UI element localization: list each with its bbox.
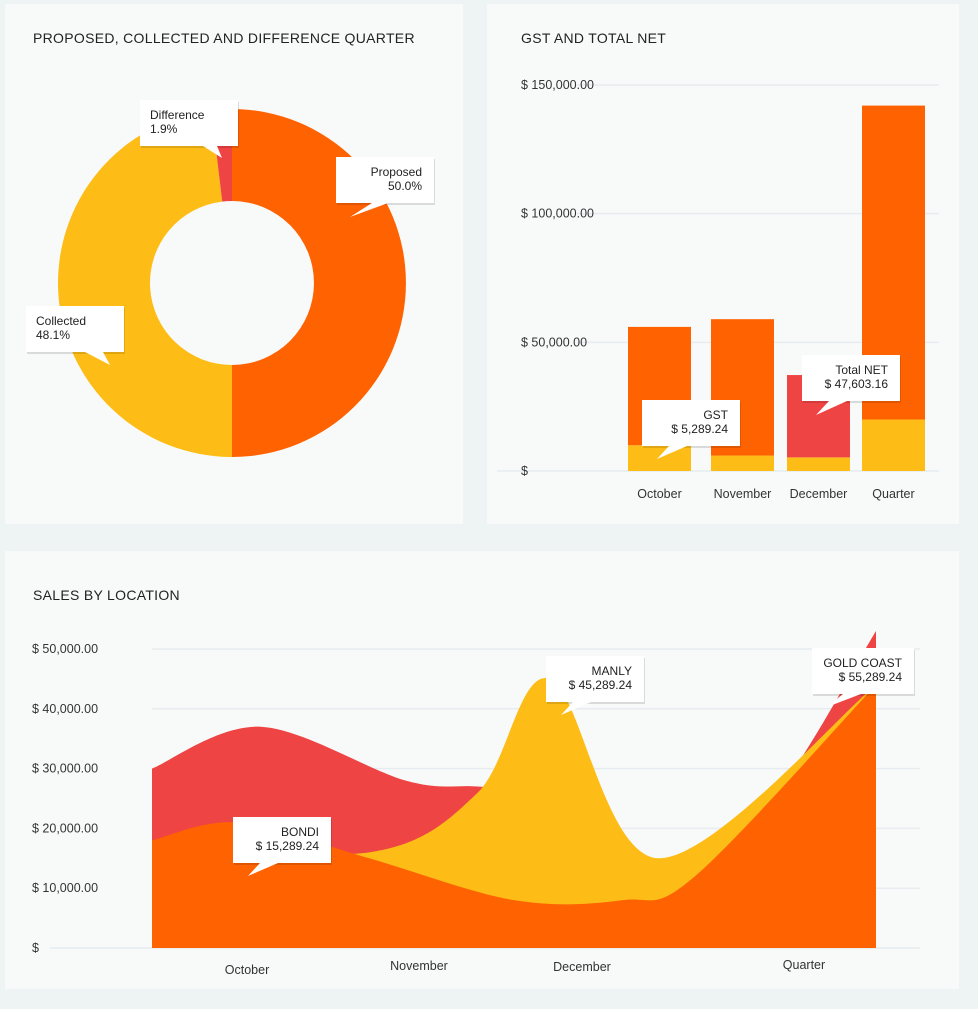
bar-title: GST AND TOTAL NET <box>521 30 667 46</box>
x-category-label: Quarter <box>783 958 825 972</box>
x-category-label: October <box>225 963 269 977</box>
bar-gst-october <box>628 445 691 471</box>
tooltip-text: Total NET <box>835 363 888 377</box>
tooltip-text: $ 47,603.16 <box>825 377 889 391</box>
tooltip-total-net: Total NET$ 47,603.16 <box>802 355 901 415</box>
donut-card: PROPOSED, COLLECTED AND DIFFERENCE QUART… <box>5 4 463 524</box>
area-chart: $ $ 10,000.00 $ 20,000.00 $ 30,000.00 $ 40,0… <box>32 631 920 977</box>
tooltip-text: 1.9% <box>150 122 178 136</box>
tooltip-pointer <box>827 694 861 707</box>
x-category-label: November <box>714 487 772 501</box>
y-tick-label: $ 100,000.00 <box>521 207 594 221</box>
tooltip-text: Difference <box>150 108 205 122</box>
y-tick-label: $ 20,000.00 <box>32 821 98 835</box>
tooltip-box <box>546 656 644 702</box>
bar-gst-quarter <box>862 419 925 471</box>
y-tick-label: $ 50,000.00 <box>521 335 587 349</box>
bar-gst-november <box>711 455 774 471</box>
y-tick-label: $ 150,000.00 <box>521 78 594 92</box>
tooltip-pointer <box>350 203 388 217</box>
tooltip-text: Collected <box>36 314 86 328</box>
y-tick-label: $ <box>32 941 39 955</box>
y-tick-label: $ 50,000.00 <box>32 642 98 656</box>
tooltip-box <box>802 355 900 401</box>
tooltip-text: MANLY <box>592 664 632 678</box>
tooltip-text: GOLD COAST <box>823 656 902 670</box>
tooltip-text: BONDI <box>281 825 319 839</box>
tooltip-pointer <box>203 146 222 158</box>
tooltip-pointer <box>657 446 687 459</box>
tooltip-pointer <box>85 352 110 365</box>
tooltip-text: Proposed <box>371 165 422 179</box>
x-category-label: Quarter <box>872 487 914 501</box>
bar-card: GST AND TOTAL NET $ $ 50,000.00 $ 100,000.… <box>487 4 959 524</box>
x-category-label: December <box>790 487 848 501</box>
tooltip-manly: MANLY$ 45,289.24 <box>546 656 645 715</box>
bar-chart: $ $ 50,000.00 $ 100,000.00 $ 150,000.00 Octo… <box>497 78 939 501</box>
tooltip-text: 50.0% <box>388 179 422 193</box>
y-tick-label: $ 40,000.00 <box>32 702 98 716</box>
tooltip-text: $ 15,289.24 <box>256 839 320 853</box>
tooltip-box <box>812 648 914 694</box>
tooltip-gold-coast: GOLD COAST$ 55,289.24 <box>812 648 915 707</box>
tooltip-bondi: BONDI$ 15,289.24 <box>233 817 332 876</box>
x-category-label: December <box>553 960 611 974</box>
donut-title: PROPOSED, COLLECTED AND DIFFERENCE QUART… <box>33 30 415 46</box>
tooltip-pointer <box>248 863 278 876</box>
tooltip-text: $ 45,289.24 <box>569 678 633 692</box>
tooltip-box <box>336 157 434 203</box>
bar-gst-december <box>787 457 850 471</box>
x-category-label: October <box>637 487 681 501</box>
tooltip-box <box>233 817 331 863</box>
donut-slice-collected <box>58 110 232 457</box>
tooltip-box <box>642 400 740 446</box>
tooltip-text: 48.1% <box>36 328 70 342</box>
tooltip-text: GST <box>703 408 728 422</box>
y-tick-label: $ <box>521 464 528 478</box>
y-tick-label: $ 10,000.00 <box>32 881 98 895</box>
tooltip-box <box>26 306 124 352</box>
tooltip-pointer <box>816 401 847 415</box>
area-title: SALES BY LOCATION <box>33 587 180 603</box>
tooltip-text: $ 55,289.24 <box>839 670 903 684</box>
tooltip-gst: GST$ 5,289.24 <box>642 400 741 459</box>
tooltip-text: $ 5,289.24 <box>671 422 728 436</box>
area-card: SALES BY LOCATION $ $ 10,000.00 $ 20,000.0… <box>5 551 959 989</box>
tooltip-pointer <box>561 702 591 715</box>
area-bondi <box>152 684 876 948</box>
y-tick-label: $ 30,000.00 <box>32 762 98 776</box>
tooltip-box <box>140 100 238 146</box>
x-category-label: November <box>390 959 448 973</box>
